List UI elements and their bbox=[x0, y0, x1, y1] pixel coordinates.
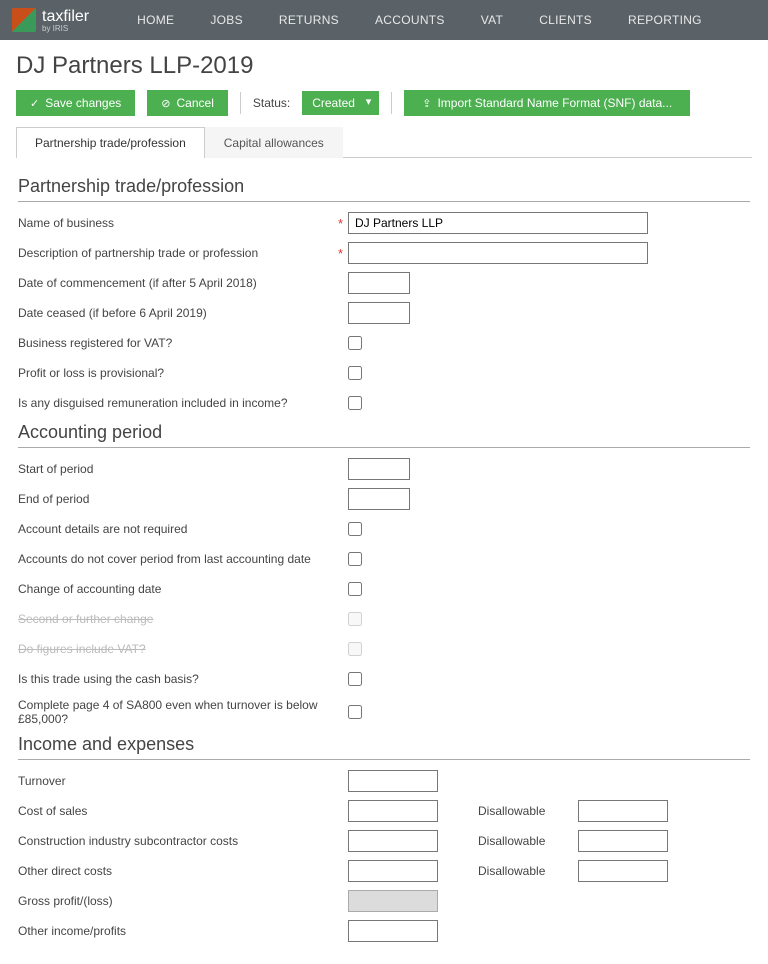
checkbox-sa800-page4[interactable] bbox=[348, 705, 362, 719]
label-disallowable-other: Disallowable bbox=[478, 864, 578, 878]
label-vat-registered: Business registered for VAT? bbox=[18, 336, 338, 350]
label-other-direct: Other direct costs bbox=[18, 864, 338, 878]
label-date-commencement: Date of commencement (if after 5 April 2… bbox=[18, 276, 338, 290]
label-disallowable-cis: Disallowable bbox=[478, 834, 578, 848]
checkbox-second-change bbox=[348, 612, 362, 626]
label-disguised-remuneration: Is any disguised remuneration included i… bbox=[18, 396, 338, 410]
input-cost-of-sales[interactable] bbox=[348, 800, 438, 822]
tabs: Partnership trade/profession Capital all… bbox=[16, 126, 752, 158]
input-name-of-business[interactable] bbox=[348, 212, 648, 234]
brand-logo[interactable]: taxfiler by IRIS bbox=[12, 8, 89, 33]
section-heading-income: Income and expenses bbox=[18, 734, 750, 760]
nav-jobs[interactable]: JOBS bbox=[192, 13, 261, 27]
tab-partnership-trade[interactable]: Partnership trade/profession bbox=[16, 127, 205, 158]
content-area: Partnership trade/profession Name of bus… bbox=[0, 158, 768, 964]
nav-accounts[interactable]: ACCOUNTS bbox=[357, 13, 463, 27]
input-end-period[interactable] bbox=[348, 488, 410, 510]
top-nav: taxfiler by IRIS HOME JOBS RETURNS ACCOU… bbox=[0, 0, 768, 40]
checkbox-vat-registered[interactable] bbox=[348, 336, 362, 350]
page-title: DJ Partners LLP-2019 bbox=[0, 40, 768, 90]
brand-text: taxfiler bbox=[42, 8, 89, 25]
input-other-income[interactable] bbox=[348, 920, 438, 942]
import-button[interactable]: ⇪ Import Standard Name Format (SNF) data… bbox=[404, 90, 690, 116]
label-account-not-required: Account details are not required bbox=[18, 522, 338, 536]
input-gross-profit bbox=[348, 890, 438, 912]
required-asterisk: * bbox=[338, 246, 348, 261]
check-icon: ✓ bbox=[30, 97, 39, 110]
label-cost-of-sales: Cost of sales bbox=[18, 804, 338, 818]
checkbox-change-date[interactable] bbox=[348, 582, 362, 596]
toolbar: ✓ Save changes ⊘ Cancel Status: Created … bbox=[0, 90, 768, 126]
label-sa800-page4: Complete page 4 of SA800 even when turno… bbox=[18, 698, 348, 726]
input-disallowable-other[interactable] bbox=[578, 860, 668, 882]
nav-returns[interactable]: RETURNS bbox=[261, 13, 357, 27]
label-end-period: End of period bbox=[18, 492, 338, 506]
label-gross-profit: Gross profit/(loss) bbox=[18, 894, 338, 908]
checkbox-figures-vat bbox=[348, 642, 362, 656]
label-figures-vat: Do figures include VAT? bbox=[18, 642, 338, 656]
label-start-period: Start of period bbox=[18, 462, 338, 476]
cancel-icon: ⊘ bbox=[161, 97, 170, 110]
label-name-of-business: Name of business bbox=[18, 216, 338, 230]
input-date-commencement[interactable] bbox=[348, 272, 410, 294]
checkbox-cash-basis[interactable] bbox=[348, 672, 362, 686]
input-disallowable-cos[interactable] bbox=[578, 800, 668, 822]
required-asterisk: * bbox=[338, 216, 348, 231]
label-change-date: Change of accounting date bbox=[18, 582, 338, 596]
import-icon: ⇪ bbox=[422, 97, 431, 110]
checkbox-disguised-remuneration[interactable] bbox=[348, 396, 362, 410]
checkbox-provisional[interactable] bbox=[348, 366, 362, 380]
section-heading-partnership: Partnership trade/profession bbox=[18, 176, 750, 202]
label-other-income: Other income/profits bbox=[18, 924, 338, 938]
label-cis-costs: Construction industry subcontractor cost… bbox=[18, 834, 338, 848]
brand-icon bbox=[12, 8, 36, 32]
input-disallowable-cis[interactable] bbox=[578, 830, 668, 852]
cancel-button-label: Cancel bbox=[177, 96, 214, 110]
input-description[interactable] bbox=[348, 242, 648, 264]
save-button[interactable]: ✓ Save changes bbox=[16, 90, 135, 116]
label-not-cover-period: Accounts do not cover period from last a… bbox=[18, 552, 338, 566]
import-button-label: Import Standard Name Format (SNF) data..… bbox=[437, 96, 672, 110]
label-provisional: Profit or loss is provisional? bbox=[18, 366, 338, 380]
cancel-button[interactable]: ⊘ Cancel bbox=[147, 90, 228, 116]
nav-clients[interactable]: CLIENTS bbox=[521, 13, 610, 27]
input-date-ceased[interactable] bbox=[348, 302, 410, 324]
label-description: Description of partnership trade or prof… bbox=[18, 246, 338, 260]
input-turnover[interactable] bbox=[348, 770, 438, 792]
label-disallowable-cos: Disallowable bbox=[478, 804, 578, 818]
save-button-label: Save changes bbox=[45, 96, 121, 110]
label-cash-basis: Is this trade using the cash basis? bbox=[18, 672, 338, 686]
nav-vat[interactable]: VAT bbox=[463, 13, 521, 27]
toolbar-separator-2 bbox=[391, 92, 392, 114]
checkbox-account-not-required[interactable] bbox=[348, 522, 362, 536]
status-label: Status: bbox=[253, 96, 290, 110]
section-heading-accounting: Accounting period bbox=[18, 422, 750, 448]
label-second-change: Second or further change bbox=[18, 612, 338, 626]
label-date-ceased: Date ceased (if before 6 April 2019) bbox=[18, 306, 338, 320]
checkbox-not-cover-period[interactable] bbox=[348, 552, 362, 566]
label-turnover: Turnover bbox=[18, 774, 338, 788]
tab-capital-allowances[interactable]: Capital allowances bbox=[205, 127, 343, 158]
input-cis-costs[interactable] bbox=[348, 830, 438, 852]
nav-reporting[interactable]: REPORTING bbox=[610, 13, 720, 27]
input-other-direct[interactable] bbox=[348, 860, 438, 882]
toolbar-separator bbox=[240, 92, 241, 114]
status-select[interactable]: Created bbox=[302, 91, 379, 115]
nav-home[interactable]: HOME bbox=[119, 13, 192, 27]
input-start-period[interactable] bbox=[348, 458, 410, 480]
